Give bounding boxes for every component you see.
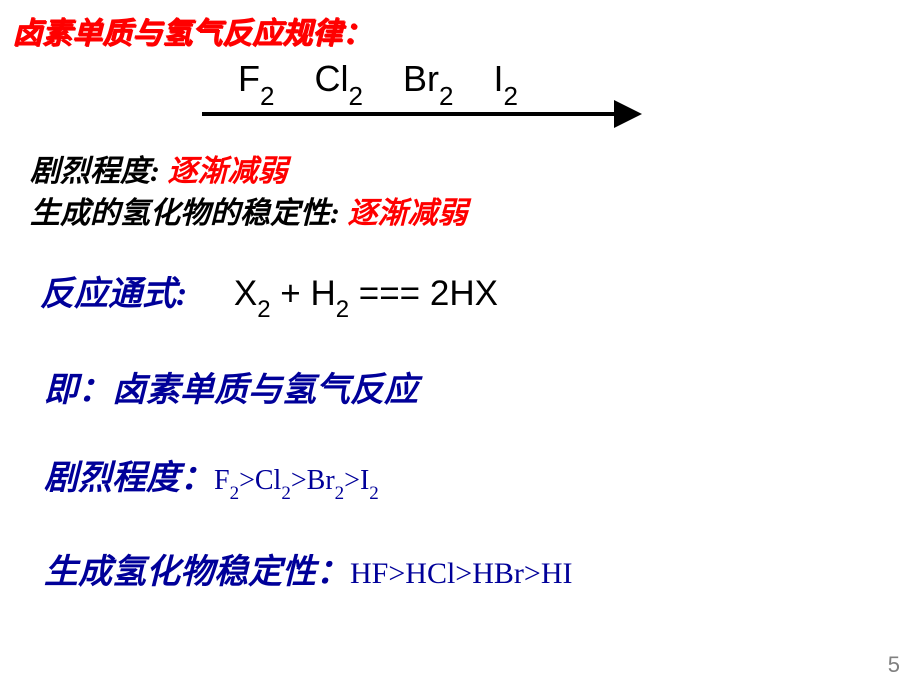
- int-gt1: >: [239, 465, 255, 496]
- int-f-sub: 2: [230, 483, 240, 504]
- equation-row: 反应通式: X2 + H2 === 2HX: [40, 266, 498, 320]
- halogen-cl: Cl: [314, 58, 348, 99]
- int-cl: Cl: [255, 465, 281, 496]
- stability-order-formula: HF>HCl>HBr>HI: [350, 557, 572, 590]
- int-cl-sub: 2: [281, 483, 291, 504]
- stab-hi: HI: [541, 557, 573, 590]
- arrow-icon: [202, 105, 642, 135]
- int-br: Br: [307, 465, 335, 496]
- stab-gt3: >: [524, 557, 541, 590]
- page-number: 5: [888, 652, 900, 678]
- intensity-label: 剧烈程度:: [30, 155, 160, 188]
- slide-title: 卤素单质与氢气反应规律：: [12, 8, 372, 52]
- stability-order: 生成氢化物稳定性：HF>HCl>HBr>HI: [44, 544, 572, 593]
- intensity-line: 剧烈程度: 逐渐减弱: [30, 146, 288, 190]
- intensity-value: 逐渐减弱: [168, 155, 288, 188]
- eq-h-sub: 2: [336, 296, 349, 323]
- stab-hf: HF: [350, 557, 388, 590]
- halogen-br: Br: [403, 58, 439, 99]
- stab-gt2: >: [455, 557, 472, 590]
- intensity-order-formula: F2>Cl2>Br2>I2: [214, 465, 379, 496]
- eq-eq: ===: [349, 274, 430, 313]
- stability-label: 生成的氢化物的稳定性:: [30, 197, 340, 230]
- int-i-sub: 2: [369, 483, 379, 504]
- int-gt3: >: [344, 465, 360, 496]
- equation-label: 反应通式:: [40, 276, 187, 313]
- arrow-head: [614, 100, 642, 128]
- stability-value: 逐渐减弱: [348, 197, 468, 230]
- description-text: 即：卤素单质与氢气反应: [44, 362, 418, 411]
- eq-h: H: [310, 274, 335, 313]
- stab-hcl: HCl: [405, 557, 455, 590]
- int-i: I: [360, 465, 369, 496]
- stability-line: 生成的氢化物的稳定性: 逐渐减弱: [30, 188, 468, 232]
- int-br-sub: 2: [335, 483, 345, 504]
- arrow-line: [202, 112, 620, 116]
- eq-x: X: [234, 274, 257, 313]
- stab-hbr: HBr: [472, 557, 524, 590]
- equation-formula: X2 + H2 === 2HX: [234, 274, 498, 313]
- intensity-order: 剧烈程度：F2>Cl2>Br2>I2: [44, 450, 379, 502]
- halogen-i: I: [493, 58, 503, 99]
- stab-gt1: >: [388, 557, 405, 590]
- int-f: F: [214, 465, 230, 496]
- stability-order-label: 生成氢化物稳定性：: [44, 554, 350, 591]
- intensity-order-label: 剧烈程度：: [44, 460, 214, 497]
- eq-plus: +: [271, 274, 311, 313]
- halogen-sequence: F2 Cl2 Br2 I2: [238, 58, 518, 106]
- eq-product: 2HX: [430, 274, 498, 313]
- int-gt2: >: [291, 465, 307, 496]
- halogen-f: F: [238, 58, 260, 99]
- eq-x-sub: 2: [257, 296, 270, 323]
